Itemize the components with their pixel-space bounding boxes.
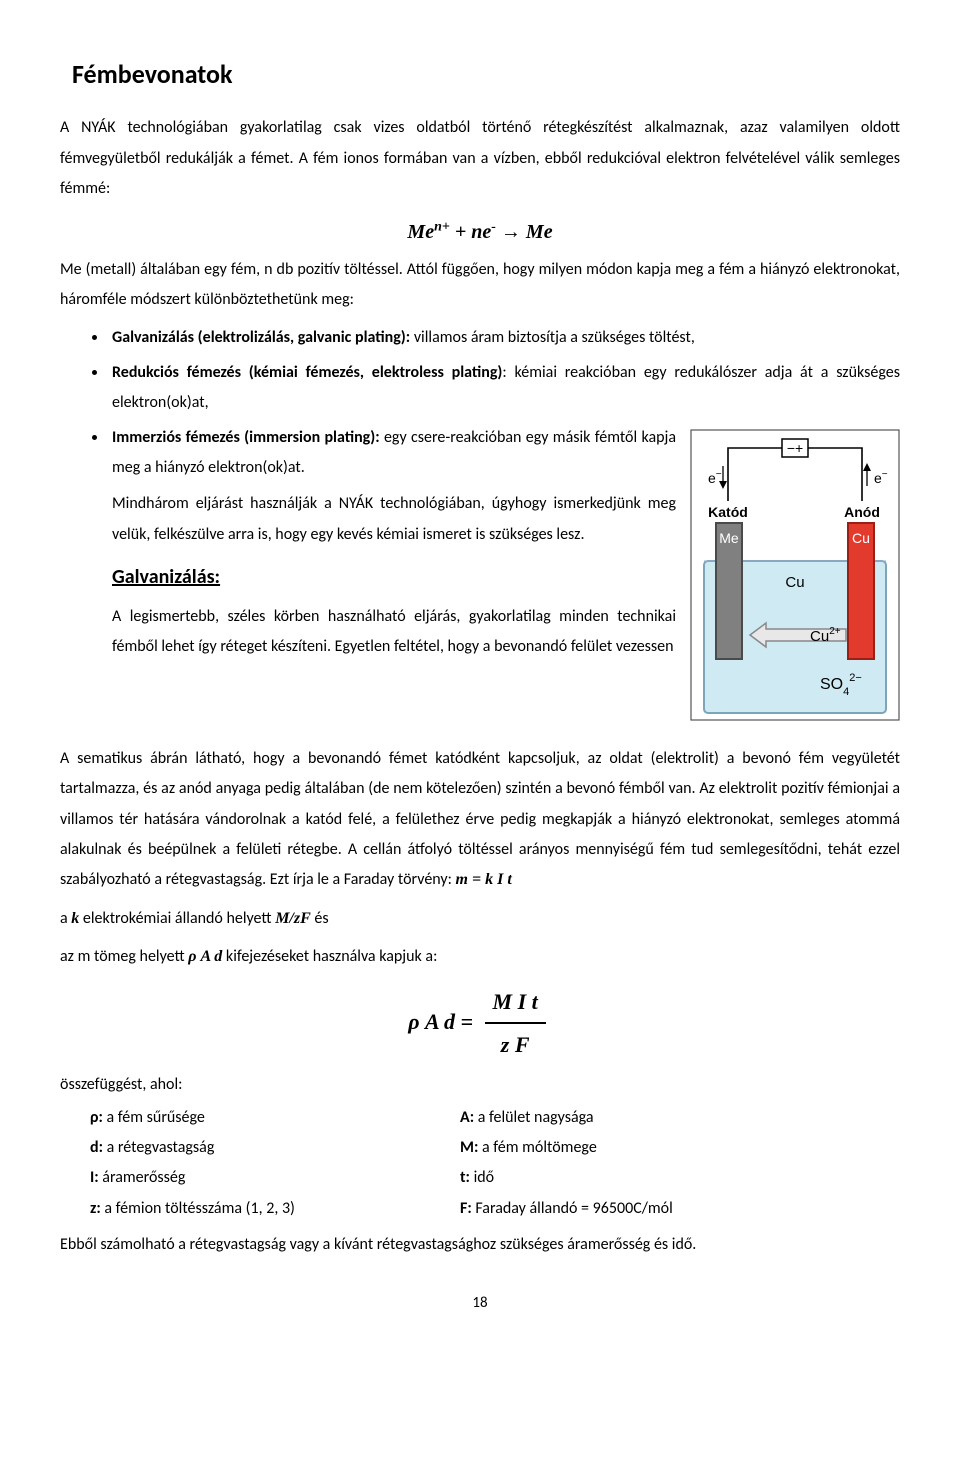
intro-paragraph-2: Me (metall) általában egy fém, n db pozi…: [60, 255, 900, 316]
p3-b: elektrokémiai állandó helyett: [79, 909, 275, 928]
eq2-den: z F: [485, 1024, 546, 1066]
galvanic-cell-figure: −+ e− e− Kat: [690, 429, 900, 732]
def-t-t: idő: [470, 1168, 494, 1187]
page-number: 18: [60, 1289, 900, 1318]
solution-cu-label: Cu: [785, 574, 804, 591]
def-F-t: Faraday állandó = 96500C/mól: [472, 1199, 673, 1218]
def-M-l: M:: [460, 1138, 478, 1157]
eq2-lhs: ρ A d =: [408, 1008, 478, 1033]
svg-text:e−: e−: [708, 469, 722, 486]
svg-text:e−: e−: [874, 469, 888, 486]
cathode-label: Katód: [708, 504, 748, 520]
p3-mzf: M/zF: [275, 910, 311, 927]
definitions-table: ρ: a fém sűrűsége A: a felület nagysága …: [90, 1103, 900, 1225]
def-rho-t: a fém sűrűsége: [103, 1108, 205, 1127]
bullet-immersion: −+ e− e− Kat: [108, 423, 900, 738]
electron-right-e: e: [874, 470, 882, 486]
sulfate-label: SO: [820, 676, 843, 693]
def-d-l: d:: [90, 1138, 103, 1157]
closing-paragraph: Ebből számolható a rétegvastagság vagy a…: [60, 1230, 900, 1260]
ion-cu-label: Cu: [810, 628, 829, 645]
bullet-galvanizing: Galvanizálás (elektrolizálás, galvanic p…: [108, 323, 900, 353]
bullet-electroless-bold: Redukciós fémezés (kémiai fémezés, elekt…: [112, 363, 502, 382]
p4-b: kifejezéseket használva kapjuk a:: [222, 947, 437, 966]
page-title: Fémbevonatok: [60, 50, 900, 99]
cathode-plate-text: Me: [719, 530, 739, 546]
eq2-num: M I t: [485, 981, 546, 1025]
p4-a: az m tömeg helyett: [60, 947, 188, 966]
def-M-t: a fém móltömege: [478, 1138, 596, 1157]
def-I-t: áramerősség: [99, 1168, 186, 1187]
faraday-inline: m = k I t: [456, 871, 512, 888]
definitions-intro: összefüggést, ahol:: [60, 1070, 900, 1100]
method-list: Galvanizálás (elektrolizálás, galvanic p…: [60, 323, 900, 738]
sulfate-sub: 4: [843, 686, 849, 698]
def-z-l: z:: [90, 1199, 101, 1218]
eq1-sup: n+: [434, 219, 450, 234]
galvanizing-p2: A sematikus ábrán látható, hogy a bevona…: [60, 744, 900, 896]
p4-rad: ρ A d: [188, 948, 222, 965]
electron-left-sup: −: [716, 469, 722, 480]
galvanizing-p2-text: A sematikus ábrán látható, hogy a bevona…: [60, 749, 900, 890]
def-A-t: a felület nagysága: [474, 1108, 593, 1127]
eq1-plus: + ne: [450, 221, 491, 243]
galvanizing-p4: az m tömeg helyett ρ A d kifejezéseket h…: [60, 942, 900, 972]
def-t-l: t:: [460, 1168, 470, 1187]
bullet-galvanizing-rest: villamos áram biztosítja a szükséges töl…: [410, 328, 695, 347]
bullet-electroless: Redukciós fémezés (kémiai fémezés, elekt…: [108, 358, 900, 419]
def-rho-l: ρ:: [90, 1108, 103, 1127]
def-A-l: A:: [460, 1108, 474, 1127]
eq1-rhs: → Me: [496, 221, 553, 243]
def-F-l: F:: [460, 1199, 472, 1218]
def-z-t: a fémion töltésszáma (1, 2, 3): [101, 1199, 295, 1218]
anode-plate-text: Cu: [852, 530, 870, 546]
bullet-galvanizing-bold: Galvanizálás (elektrolizálás, galvanic p…: [112, 328, 410, 347]
eq1-lhs: Me: [407, 221, 434, 243]
galvanizing-p3: a k elektrokémiai állandó helyett M/zF é…: [60, 904, 900, 934]
electron-right-sup: −: [882, 469, 888, 480]
def-I-l: I:: [90, 1168, 99, 1187]
p3-a: a: [60, 909, 71, 928]
p3-c: és: [311, 909, 329, 928]
ion-cu-sup: 2+: [829, 626, 841, 637]
bullet-immersion-bold: Immerziós fémezés (immersion plating):: [112, 428, 380, 447]
anode-label: Anód: [844, 504, 880, 520]
electron-left-e: e: [708, 470, 716, 486]
intro-paragraph-1: A NYÁK technológiában gyakorlatilag csak…: [60, 113, 900, 204]
sulfate-sup: 2−: [849, 672, 862, 684]
equation-reduction: Men+ + ne- → Me: [60, 213, 900, 251]
def-d-t: a rétegvastagság: [103, 1138, 214, 1157]
battery-label: −+: [787, 440, 803, 456]
equation-faraday-expanded: ρ A d = M I t z F: [60, 981, 900, 1067]
